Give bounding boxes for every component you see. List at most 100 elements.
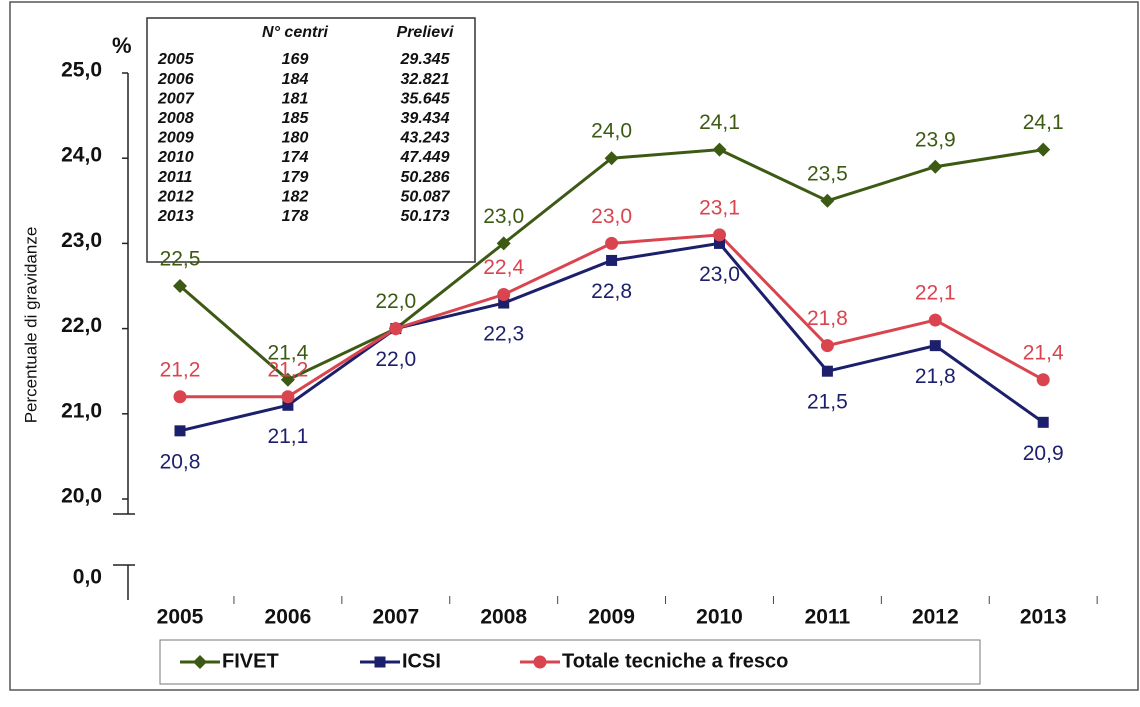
legend-marker <box>533 655 547 669</box>
table-cell: 2010 <box>157 149 194 166</box>
y-tick-label: 24,0 <box>61 144 102 167</box>
x-tick-label: 2012 <box>912 606 959 629</box>
table-cell: 50.173 <box>401 208 450 225</box>
frame <box>9 1 1139 691</box>
point <box>714 237 725 249</box>
table-cell: 169 <box>282 51 309 68</box>
point <box>282 399 294 411</box>
table-cell: 43.243 <box>400 130 450 147</box>
data-label: 22,0 <box>375 290 416 313</box>
data-label: 20,9 <box>1023 442 1064 465</box>
table-cell: 179 <box>282 169 309 186</box>
data-label: 23,0 <box>699 263 740 286</box>
y-unit: % <box>112 33 132 58</box>
table-cell: 29.345 <box>400 51 451 68</box>
table-cell: 2007 <box>157 90 195 107</box>
table-cell: 2012 <box>157 188 194 205</box>
point <box>604 151 619 166</box>
x-tick-label: 2010 <box>696 606 743 629</box>
point <box>498 297 510 309</box>
point <box>928 313 942 327</box>
y-tick-label: 20,0 <box>61 485 102 508</box>
data-label: 23,9 <box>915 128 956 151</box>
x-tick-label: 2011 <box>805 606 851 629</box>
table-cell: 47.449 <box>400 149 450 166</box>
point <box>280 372 295 387</box>
data-label: 22,0 <box>375 348 416 371</box>
table-cell: 178 <box>282 208 309 225</box>
data-label: 23,1 <box>699 196 740 219</box>
x-tick-label: 2005 <box>157 606 204 629</box>
table-cell: 185 <box>282 110 310 127</box>
point <box>173 279 187 293</box>
table-header: N° centri <box>262 24 329 41</box>
x-tick-label: 2008 <box>480 606 527 629</box>
data-label: 21,2 <box>160 358 201 381</box>
legend-marker <box>374 656 386 668</box>
data-label: 20,8 <box>160 450 201 473</box>
data-label: 21,8 <box>807 307 848 330</box>
data-label: 24,0 <box>591 120 632 143</box>
point <box>928 159 943 174</box>
data-label: 23,0 <box>483 205 524 228</box>
legend <box>159 639 981 685</box>
x-tick-label: 2006 <box>265 606 312 629</box>
table-cell: 174 <box>282 149 309 166</box>
data-label: 21,2 <box>267 358 308 381</box>
point <box>1036 142 1051 157</box>
table-cell: 2011 <box>157 169 193 186</box>
data-label: 22,8 <box>591 280 632 303</box>
table-cell: 182 <box>282 188 309 205</box>
data-label: 22,5 <box>160 248 201 271</box>
data-label: 22,4 <box>483 256 524 279</box>
point <box>606 254 618 266</box>
table-cell: 35.645 <box>401 90 451 107</box>
point <box>281 390 295 404</box>
point <box>173 390 187 404</box>
point <box>821 365 833 377</box>
table-header: Prelievi <box>397 24 454 41</box>
data-label: 22,1 <box>915 282 956 305</box>
table-cell: 181 <box>282 90 309 107</box>
point <box>713 228 726 242</box>
legend-label: Totale tecniche a fresco <box>562 650 788 672</box>
data-label: 23,0 <box>591 205 632 228</box>
y-tick-label: 25,0 <box>61 59 102 82</box>
table-cell: 50.286 <box>401 169 450 186</box>
table-cell: 32.821 <box>401 71 450 88</box>
table-cell: 2005 <box>157 51 195 68</box>
table-cell: 180 <box>282 130 309 147</box>
y-tick-label: 23,0 <box>61 229 102 252</box>
point <box>820 193 835 208</box>
legend-label: ICSI <box>402 650 441 672</box>
data-label: 21,1 <box>267 425 308 448</box>
point <box>820 339 834 353</box>
point <box>174 425 186 437</box>
data-label: 23,5 <box>807 162 848 185</box>
table-cell: 2013 <box>157 208 194 225</box>
data-label: 21,8 <box>915 365 956 388</box>
point <box>497 288 511 302</box>
point <box>712 142 727 157</box>
point <box>496 236 511 251</box>
data-label: 21,5 <box>807 391 848 414</box>
data-label: 21,4 <box>267 341 308 364</box>
data-label: 24,1 <box>699 111 740 134</box>
table-cell: 50.087 <box>401 188 451 205</box>
y-tick-label: 21,0 <box>61 399 102 422</box>
series-line <box>179 241 1045 433</box>
table-cell: 2008 <box>157 110 194 127</box>
data-label: 24,1 <box>1023 111 1064 134</box>
legend-marker <box>193 655 207 669</box>
data-label: 21,4 <box>1023 341 1064 364</box>
y-axis-label: Percentuale di gravidanze <box>21 227 40 424</box>
table-cell: 39.434 <box>401 110 450 127</box>
y-tick-label: 22,0 <box>61 314 102 337</box>
legend-label: FIVET <box>222 650 279 672</box>
point <box>389 322 403 336</box>
table-cell: 184 <box>282 71 309 88</box>
point <box>1036 373 1050 387</box>
table-cell: 2006 <box>157 71 194 88</box>
table-cell: 2009 <box>157 130 194 147</box>
